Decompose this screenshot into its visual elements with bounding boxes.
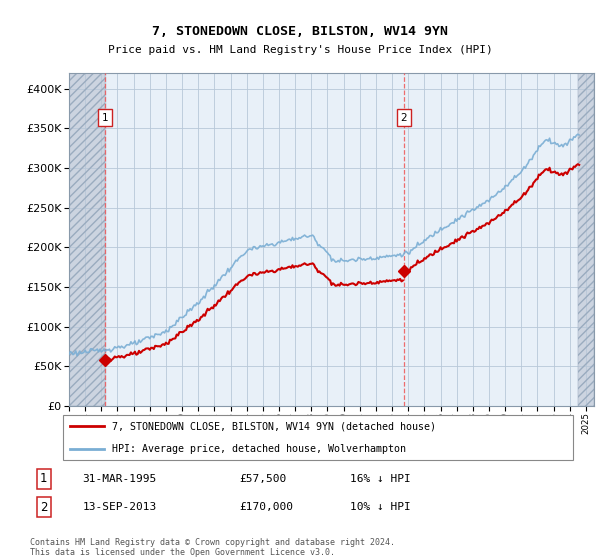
Bar xyxy=(578,73,594,406)
Text: 7, STONEDOWN CLOSE, BILSTON, WV14 9YN (detached house): 7, STONEDOWN CLOSE, BILSTON, WV14 9YN (d… xyxy=(112,421,436,431)
Text: Contains HM Land Registry data © Crown copyright and database right 2024.
This d: Contains HM Land Registry data © Crown c… xyxy=(30,538,395,557)
Bar xyxy=(578,73,594,406)
Text: 16% ↓ HPI: 16% ↓ HPI xyxy=(350,474,411,484)
Text: 1: 1 xyxy=(102,113,109,123)
Text: 13-SEP-2013: 13-SEP-2013 xyxy=(82,502,157,512)
Text: 1: 1 xyxy=(40,473,47,486)
Text: £57,500: £57,500 xyxy=(240,474,287,484)
Text: Price paid vs. HM Land Registry's House Price Index (HPI): Price paid vs. HM Land Registry's House … xyxy=(107,45,493,55)
Text: HPI: Average price, detached house, Wolverhampton: HPI: Average price, detached house, Wolv… xyxy=(112,444,406,454)
Text: 2: 2 xyxy=(400,113,407,123)
Text: 31-MAR-1995: 31-MAR-1995 xyxy=(82,474,157,484)
Bar xyxy=(69,73,106,406)
Text: 2: 2 xyxy=(40,501,47,514)
Text: £170,000: £170,000 xyxy=(240,502,294,512)
Text: 10% ↓ HPI: 10% ↓ HPI xyxy=(350,502,411,512)
Text: 7, STONEDOWN CLOSE, BILSTON, WV14 9YN: 7, STONEDOWN CLOSE, BILSTON, WV14 9YN xyxy=(152,25,448,39)
Bar xyxy=(69,73,106,406)
